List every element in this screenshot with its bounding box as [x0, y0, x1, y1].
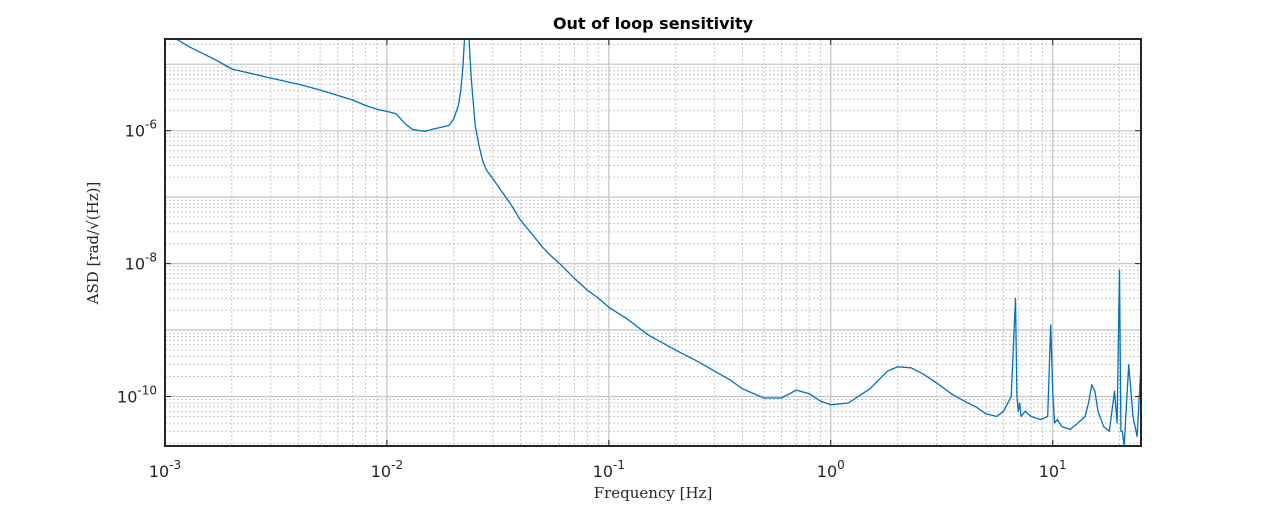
y-tick-label: 10-8 — [125, 251, 157, 274]
ticks: 10-3 10-2 10-1 100 101 10-10 10-8 10-6 — [117, 39, 1141, 481]
x-tick-label: 10-3 — [149, 458, 181, 481]
x-tick-label: 100 — [817, 458, 845, 481]
y-axis-label: ASD [rad/√(Hz)] — [84, 182, 102, 306]
y-tick-label: 10-10 — [117, 384, 157, 407]
y-tick-label: 10-6 — [125, 118, 157, 141]
series-layer — [174, 39, 1141, 446]
series-line-1 — [174, 39, 1141, 446]
chart-title: Out of loop sensitivity — [553, 14, 754, 33]
x-tick-label: 10-2 — [371, 458, 403, 481]
x-tick-label: 10-1 — [593, 458, 625, 481]
grid — [164, 39, 1141, 446]
axes-frame — [164, 38, 1142, 447]
x-axis-label: Frequency [Hz] — [594, 484, 713, 502]
x-tick-label: 101 — [1039, 458, 1067, 481]
plot-area — [165, 39, 1141, 446]
